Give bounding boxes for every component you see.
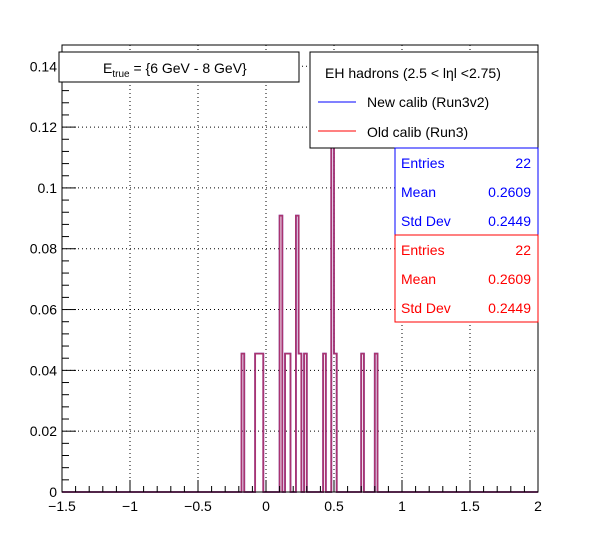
energy-label: Etrue = {6 GeV - 8 GeV}	[103, 60, 247, 80]
y-tick-label: 0.02	[30, 423, 57, 439]
legend-entry-new: New calib (Run3v2)	[367, 94, 489, 110]
stats-new-stddev-value: 0.2449	[488, 213, 531, 229]
stats-old-entries-label: Entries	[401, 242, 445, 258]
x-tick-label: 0	[262, 498, 270, 514]
x-tick-label: 1.5	[460, 498, 480, 514]
energy-label-box: Etrue = {6 GeV - 8 GeV}	[58, 51, 300, 83]
x-tick-label: −0.5	[184, 498, 212, 514]
stats-box-old: Entries 22 Mean 0.2609 Std Dev 0.2449	[394, 234, 539, 323]
stats-new-mean-value: 0.2609	[488, 184, 531, 200]
legend-header: EH hadrons (2.5 < lηl <2.75)	[325, 65, 501, 81]
legend-entry-old: Old calib (Run3)	[367, 124, 468, 140]
y-tick-label: 0.08	[30, 241, 57, 257]
legend: EH hadrons (2.5 < lηl <2.75) New calib (…	[309, 51, 539, 149]
y-axis-ticks: 0 0.02 0.04 0.06 0.08 0.1 0.12 0.14	[30, 53, 76, 500]
stats-box-new: Entries 22 Mean 0.2609 Std Dev 0.2449	[394, 147, 539, 236]
x-tick-label: 1	[398, 498, 406, 514]
x-axis-ticks: −1.5 −1 −0.5 0 0.5 1 1.5 2	[48, 480, 542, 514]
y-tick-label: 0.04	[30, 362, 57, 378]
stats-new-entries-value: 22	[515, 155, 531, 171]
y-tick-label: 0.12	[30, 119, 57, 135]
stats-new-mean-label: Mean	[401, 184, 436, 200]
stats-new-stddev-label: Std Dev	[401, 213, 451, 229]
x-tick-label: 0.5	[324, 498, 344, 514]
y-tick-label: 0	[49, 484, 57, 500]
y-tick-label: 0.14	[30, 58, 57, 74]
stats-old-stddev-value: 0.2449	[488, 300, 531, 316]
y-tick-label: 0.06	[30, 302, 57, 318]
y-tick-label: 0.1	[38, 180, 58, 196]
stats-old-stddev-label: Std Dev	[401, 300, 451, 316]
x-tick-label: 2	[534, 498, 542, 514]
x-tick-label: −1	[122, 498, 138, 514]
stats-new-entries-label: Entries	[401, 155, 445, 171]
stats-old-entries-value: 22	[515, 242, 531, 258]
stats-old-mean-value: 0.2609	[488, 271, 531, 287]
x-tick-label: −1.5	[48, 498, 76, 514]
stats-old-mean-label: Mean	[401, 271, 436, 287]
